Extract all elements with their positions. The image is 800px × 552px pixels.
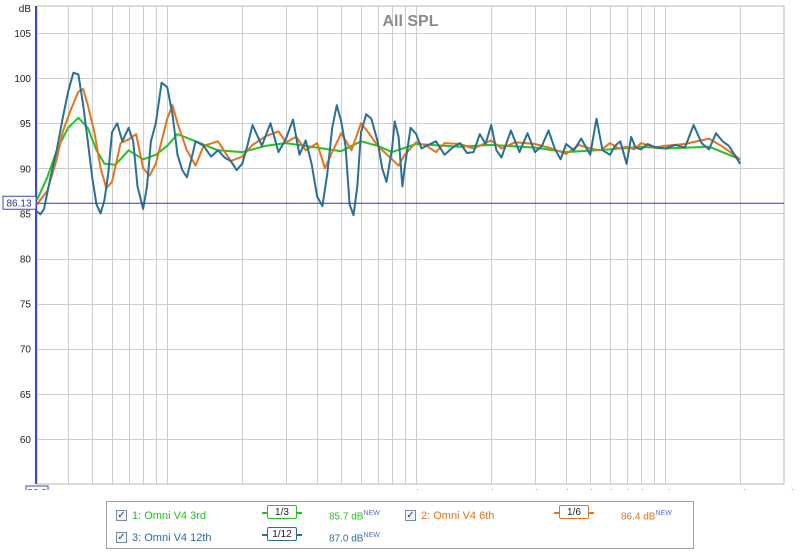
y-tick-label: 105 [14,29,31,40]
series-2-label: 2: Omni V4 6th [421,510,495,522]
series-3-smoothing-stub-left [262,534,267,536]
x-tick-label: 1k [411,489,423,490]
y-tick-label: 70 [20,345,32,356]
series-3-level: 87.0 dBNEW [329,532,380,544]
series-1-checkbox[interactable]: ✓ [116,510,127,521]
series-1-smoothing-stub-left [262,512,267,514]
series-3-smoothing-stub-right [297,534,302,536]
x-tick-label: 30.0 [27,488,47,490]
series-2-checkbox[interactable]: ✓ [405,510,416,521]
y-tick-label: 75 [20,300,32,311]
y-tick-label: 80 [20,255,32,266]
y-tick-label: 60 [20,435,32,446]
x-tick-label: 3k [530,489,542,490]
plot-area [36,5,785,485]
series-3-label: 3: Omni V4 12th [132,532,212,544]
x-axis-unit-label: Hz [786,489,798,490]
x-tick-label: 70 [123,489,135,490]
x-cursor-box [25,485,49,490]
series-line-3 [36,71,742,217]
chart-svg: 6065707580859095100105dB30.0405060708010… [2,4,798,490]
series-2-new-badge: NEW [655,510,672,517]
y-tick-label: 85 [20,209,32,220]
x-tick-label: 4k [561,489,573,490]
series-line-2 [36,88,741,206]
x-tick-label: 30.0k [772,489,797,490]
series-1-smoothing-stub-right [297,512,302,514]
y-tick-label: 95 [20,119,32,130]
x-tick-label: 800 [384,489,401,490]
x-tick-label: 10k [657,489,674,490]
series-3-checkbox[interactable]: ✓ [116,532,127,543]
y-tick-label: 65 [20,390,32,401]
series-2-level-value: 86.4 dB [621,511,656,523]
series-2-smoothing-stub-right [589,512,594,514]
series-1-new-badge: NEW [363,510,380,517]
y-tick-label: 90 [20,164,32,175]
legend-row-2: ✓ 3: Omni V4 12th 1/12 87.0 dBNEW [107,527,693,549]
x-tick-label: 300 [278,489,295,490]
x-tick-label: 7k [621,489,633,490]
series-3-smoothing-button[interactable]: 1/12 [267,527,297,541]
series-1-level-value: 85.7 dB [329,511,364,523]
legend-panel: ✓ 1: Omni V4 3rd 1/3 85.7 dBNEW ✓ 2: Omn… [106,501,694,549]
chart-title: All SPL [382,13,438,30]
cursor-label-box [2,195,37,210]
series-2-smoothing-stub-left [554,512,559,514]
legend-row-1: ✓ 1: Omni V4 3rd 1/3 85.7 dBNEW ✓ 2: Omn… [107,505,693,527]
x-tick-label: 8k [636,489,648,490]
series-1-smoothing-button[interactable]: 1/3 [267,505,297,519]
x-tick-label: 50 [87,489,99,490]
x-tick-label: 40 [63,489,75,490]
y-tick-label: 100 [14,74,31,85]
x-tick-label: 600 [353,489,370,490]
x-tick-label: 500 [333,489,350,490]
x-tick-label: 2k [486,489,498,490]
series-2-level: 86.4 dBNEW [621,510,672,522]
y-axis-bar [35,6,37,484]
x-tick-label: 100 [159,489,176,490]
series-1-label: 1: Omni V4 3rd [132,510,206,522]
x-tick-label: 400 [309,489,326,490]
x-tick-label: 60 [106,489,118,490]
x-tick-label: 200 [234,489,251,490]
x-tick-label: 20k [732,489,749,490]
x-tick-label: 5k [585,489,597,490]
series-line-1 [36,116,741,201]
spl-chart: 6065707580859095100105dB30.0405060708010… [2,4,798,490]
x-tick-label: 6k [605,489,617,490]
x-tick-label: 80 [138,489,150,490]
series-2-smoothing-button[interactable]: 1/6 [559,505,589,519]
series-3-new-badge: NEW [363,532,380,539]
series-3-level-value: 87.0 dB [329,533,364,545]
series-1-level: 85.7 dBNEW [329,510,380,522]
y-axis-label: dB [19,4,32,15]
cursor-label: 86.13 [6,199,31,210]
